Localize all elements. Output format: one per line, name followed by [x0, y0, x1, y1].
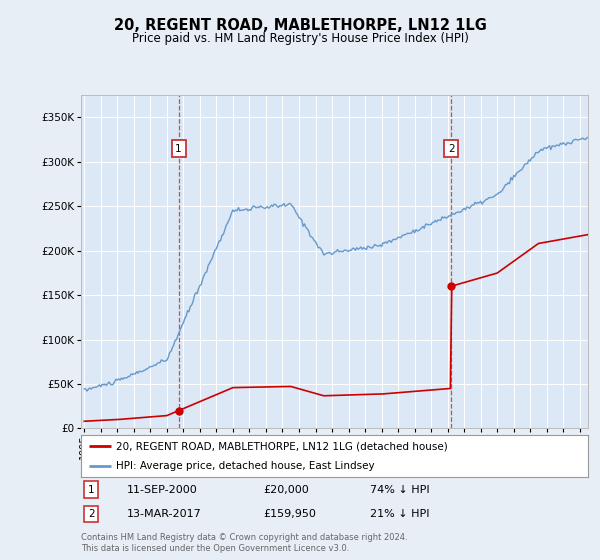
Text: £159,950: £159,950 — [263, 509, 316, 519]
Text: 1: 1 — [175, 143, 182, 153]
Text: 74% ↓ HPI: 74% ↓ HPI — [370, 484, 430, 494]
Text: Contains HM Land Registry data © Crown copyright and database right 2024.
This d: Contains HM Land Registry data © Crown c… — [81, 533, 407, 553]
Text: 20, REGENT ROAD, MABLETHORPE, LN12 1LG: 20, REGENT ROAD, MABLETHORPE, LN12 1LG — [113, 18, 487, 33]
Text: 21% ↓ HPI: 21% ↓ HPI — [370, 509, 430, 519]
Text: 13-MAR-2017: 13-MAR-2017 — [127, 509, 202, 519]
Text: 2: 2 — [448, 143, 454, 153]
Text: Price paid vs. HM Land Registry's House Price Index (HPI): Price paid vs. HM Land Registry's House … — [131, 32, 469, 45]
Text: 1: 1 — [88, 484, 94, 494]
Text: 2: 2 — [88, 509, 94, 519]
Text: 20, REGENT ROAD, MABLETHORPE, LN12 1LG (detached house): 20, REGENT ROAD, MABLETHORPE, LN12 1LG (… — [116, 441, 448, 451]
Text: £20,000: £20,000 — [263, 484, 309, 494]
Text: HPI: Average price, detached house, East Lindsey: HPI: Average price, detached house, East… — [116, 461, 375, 471]
Text: 11-SEP-2000: 11-SEP-2000 — [127, 484, 197, 494]
